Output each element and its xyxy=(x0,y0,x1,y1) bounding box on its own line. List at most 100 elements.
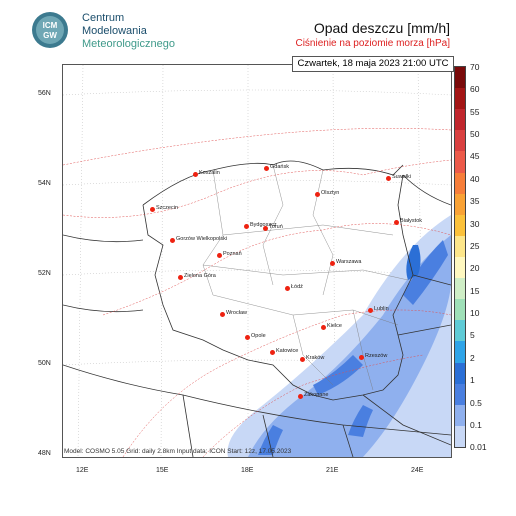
lon-label: 15E xyxy=(156,467,169,474)
lat-label: 56N xyxy=(38,90,51,97)
map-canvas xyxy=(63,65,451,457)
logo-text: Centrum Modelowania Meteorologicznego xyxy=(82,12,175,51)
colorbar-label: 2 xyxy=(470,352,475,363)
borders xyxy=(63,160,451,457)
isobars xyxy=(63,128,451,457)
city-label: Kielce xyxy=(327,323,342,329)
city-marker-icon xyxy=(263,226,268,231)
colorbar-label: 0.01 xyxy=(470,442,487,453)
colorbar-label: 60 xyxy=(470,84,480,95)
precipitation-areas xyxy=(227,215,451,457)
city-marker-icon xyxy=(300,357,305,362)
colorbar-label: 20 xyxy=(470,263,480,274)
colorbar-segment xyxy=(455,425,465,447)
colorbar-label: 0.5 xyxy=(470,397,482,408)
model-info: Model: COSMO 5.05 Grid: daily 2.8km Inpu… xyxy=(64,448,292,455)
city-label: Łódź xyxy=(291,284,303,290)
lon-label: 21E xyxy=(326,467,339,474)
logo-line-2: Modelowania xyxy=(82,25,147,37)
city-marker-icon xyxy=(193,172,198,177)
city-label: Warszawa xyxy=(336,259,362,265)
city-marker-icon xyxy=(330,261,335,266)
colorbar-label: 50 xyxy=(470,129,480,140)
colorbar-label: 1 xyxy=(470,375,475,386)
city-marker-icon xyxy=(285,286,290,291)
colorbar-label: 40 xyxy=(470,173,480,184)
city-marker-icon xyxy=(359,355,364,360)
lat-label: 54N xyxy=(38,180,51,187)
lat-label: 48N xyxy=(38,450,51,457)
logo-line-1: Centrum xyxy=(82,12,125,24)
colorbar-segment xyxy=(455,214,465,236)
colorbar-segment xyxy=(455,67,465,89)
colorbar-segment xyxy=(455,151,465,173)
colorbar-segment xyxy=(455,341,465,363)
city-label: Szczecin xyxy=(156,205,179,211)
city-marker-icon xyxy=(178,275,183,280)
logo-line-3: Meteorologicznego xyxy=(82,38,175,50)
colorbar-label: 0.1 xyxy=(470,419,482,430)
city-label: Bydgoszcz xyxy=(250,222,277,228)
city-label: Białystok xyxy=(400,218,423,224)
lon-label: 24E xyxy=(411,467,424,474)
forecast-date: Czwartek, 18 maja 2023 21:00 UTC xyxy=(292,56,454,72)
city-marker-icon xyxy=(244,224,249,229)
city-label: Rzeszów xyxy=(365,353,388,359)
svg-text:ICM: ICM xyxy=(43,21,58,30)
colorbar-label: 15 xyxy=(470,285,480,296)
colorbar-segment xyxy=(455,362,465,384)
city-label: Toruń xyxy=(269,224,283,230)
city-label: Poznań xyxy=(223,251,242,257)
city-label: Gdańsk xyxy=(270,164,289,170)
colorbar-label: 5 xyxy=(470,330,475,341)
colorbar-segment xyxy=(455,383,465,405)
colorbar-segment xyxy=(455,88,465,110)
city-marker-icon xyxy=(394,220,399,225)
city-marker-icon xyxy=(217,253,222,258)
header: ICM GW Centrum Modelowania Meteorologicz… xyxy=(0,0,516,60)
colorbar-segment xyxy=(455,130,465,152)
city-label: Suwałki xyxy=(392,174,411,180)
colorbar-labels: 70 60 55 50 45 40 35 30 25 20 15 10 5 2 1 0.5 0.1 0.01 xyxy=(470,60,510,456)
colorbar-label: 55 xyxy=(470,106,480,117)
city-label: Olsztyn xyxy=(321,190,340,196)
colorbar-segment xyxy=(455,278,465,300)
icm-logo-icon: ICM GW xyxy=(32,12,68,48)
city-marker-icon xyxy=(264,166,269,171)
colorbar-segment xyxy=(455,109,465,131)
lat-label: 52N xyxy=(38,270,51,277)
colorbar-segment xyxy=(455,235,465,257)
colorbar-label: 35 xyxy=(470,196,480,207)
colorbar-segment xyxy=(455,193,465,215)
colorbar xyxy=(454,66,466,448)
colorbar-label: 25 xyxy=(470,240,480,251)
city-marker-icon xyxy=(321,325,326,330)
lon-label: 18E xyxy=(241,467,254,474)
city-marker-icon xyxy=(245,335,250,340)
lon-label: 12E xyxy=(76,467,89,474)
city-marker-icon xyxy=(220,312,225,317)
lat-label: 50N xyxy=(38,360,51,367)
city-marker-icon xyxy=(170,238,175,243)
colorbar-label: 30 xyxy=(470,218,480,229)
colorbar-segment xyxy=(455,256,465,279)
colorbar-label: 10 xyxy=(470,308,480,319)
city-marker-icon xyxy=(298,394,303,399)
city-marker-icon xyxy=(386,176,391,181)
city-label: Opole xyxy=(251,333,266,339)
city-label: Zakopane xyxy=(304,392,329,398)
colorbar-segment xyxy=(455,172,465,194)
svg-text:GW: GW xyxy=(43,31,57,40)
city-label: Katowice xyxy=(276,348,299,354)
colorbar-segment xyxy=(455,320,465,342)
city-label: Wrocław xyxy=(226,310,247,316)
colorbar-segment xyxy=(455,404,465,426)
city-label: Lublin xyxy=(374,306,389,312)
precipitation-map[interactable] xyxy=(62,64,452,458)
colorbar-segment xyxy=(455,299,465,321)
map-title: Opad deszczu [mm/h] xyxy=(313,20,450,36)
city-marker-icon xyxy=(150,207,155,212)
city-marker-icon xyxy=(368,308,373,313)
colorbar-label: 70 xyxy=(470,62,480,72)
city-label: Koszalin xyxy=(199,170,220,176)
